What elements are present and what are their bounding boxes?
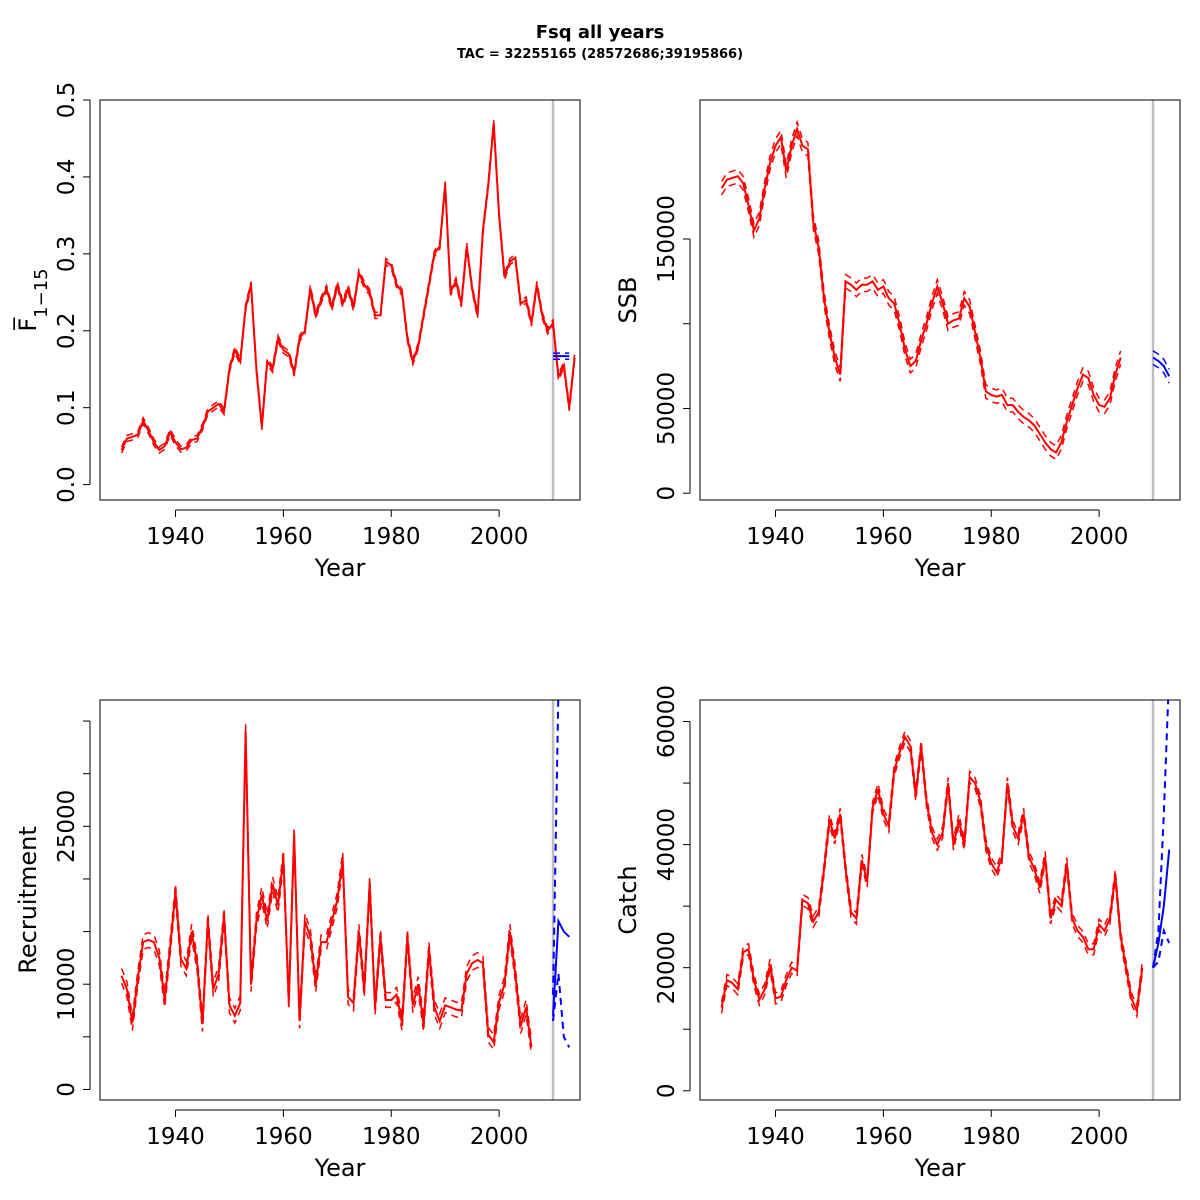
x-axis-label: Year <box>314 554 366 582</box>
plot-frame <box>99 99 581 501</box>
x-tick-label: 1980 <box>962 524 1021 550</box>
y-axis-label: SSB <box>614 277 642 324</box>
y-axis-label: Recruitment <box>14 826 42 973</box>
y-tick-label: 60000 <box>654 685 680 758</box>
history-upper-bound <box>720 119 1122 447</box>
y-tick-label: 0.4 <box>54 159 80 196</box>
y-tick-label: 25000 <box>54 790 80 863</box>
series-group <box>720 700 1171 1100</box>
x-axis-label: Year <box>914 1154 966 1182</box>
panel-4: 1940 1960 1980 2000 Year 0 20000 40000 60000 Catc… <box>614 685 1181 1182</box>
chart-title: Fsq all years <box>535 22 665 43</box>
chart-subtitle: TAC = 32255165 (28572686;39195866) <box>456 47 744 62</box>
history-lower-bound <box>720 740 1143 1020</box>
history-line <box>720 125 1122 454</box>
projection-upper-line <box>1152 700 1170 968</box>
projection-upper-bound <box>1152 350 1170 370</box>
x-axis-label: Year <box>314 1154 366 1182</box>
history-line <box>720 734 1144 1015</box>
x-tick-label: 2000 <box>470 1124 529 1150</box>
x-tick-label: 1980 <box>362 1124 421 1150</box>
y-tick-label: 10000 <box>54 948 80 1021</box>
x-tick-label: 2000 <box>470 524 529 550</box>
x-tick-label: 1980 <box>362 524 421 550</box>
x-tick-label: 1940 <box>146 524 205 550</box>
x-tick-label: 1980 <box>962 1124 1021 1150</box>
series-group <box>120 700 571 1100</box>
history-upper-bound <box>120 724 533 1041</box>
y-tick-label: 0.1 <box>54 389 80 426</box>
plot-frame <box>699 99 1181 501</box>
y-tick-label: 0 <box>654 1083 680 1098</box>
x-tick-label: 1940 <box>746 1124 805 1150</box>
y-tick-label: 0.3 <box>54 236 80 273</box>
projection-lower-bound <box>1152 363 1170 384</box>
projection-line <box>552 917 570 1016</box>
projection-upper-line <box>552 700 560 995</box>
projection-lower-line <box>1152 927 1171 969</box>
series-group <box>120 100 576 500</box>
panel-2: 1940 1960 1980 2000 Year 0 50000 150000 SSB <box>614 99 1181 582</box>
x-tick-label: 1960 <box>254 524 313 550</box>
x-tick-label: 2000 <box>1070 1124 1129 1150</box>
panel-1: 1940 1960 1980 2000 Year 0.0 0.1 0.2 0.3 0.4 0.5 F̅… <box>13 82 581 582</box>
history-upper-bound <box>120 119 576 448</box>
y-tick-label: 50000 <box>654 372 680 445</box>
x-tick-label: 1940 <box>146 1124 205 1150</box>
y-tick-label: 0 <box>54 1082 80 1097</box>
x-axis-label: Year <box>914 554 966 582</box>
history-lower-bound <box>120 738 533 1055</box>
panel-3: 1940 1960 1980 2000 Year 0 10000 25000 Recruitme… <box>14 699 581 1182</box>
series-group <box>720 100 1171 500</box>
history-lower-bound <box>120 126 576 455</box>
y-tick-label: 150000 <box>654 195 680 283</box>
y-tick-label: 0 <box>654 486 680 501</box>
y-tick-label: 0.5 <box>54 82 80 119</box>
y-axis-label: F̅1−15 <box>13 268 52 331</box>
y-tick-label: 40000 <box>654 808 680 881</box>
history-upper-bound <box>720 729 1143 1009</box>
plot-frame <box>99 699 581 1101</box>
projection-line <box>1152 356 1171 377</box>
plot-frame <box>699 699 1181 1101</box>
y-tick-label: 20000 <box>654 931 680 1004</box>
x-tick-label: 2000 <box>1070 524 1129 550</box>
x-tick-label: 1960 <box>854 524 913 550</box>
history-line <box>120 731 533 1048</box>
x-tick-label: 1960 <box>854 1124 913 1150</box>
x-tick-label: 1940 <box>746 524 805 550</box>
y-tick-label: 0.0 <box>54 466 80 503</box>
x-tick-label: 1960 <box>254 1124 313 1150</box>
y-axis-label: Catch <box>614 865 642 934</box>
y-tick-label: 0.2 <box>54 312 80 349</box>
y-axis-label-subscript: 1−15 <box>31 268 52 317</box>
history-lower-bound <box>720 133 1122 461</box>
